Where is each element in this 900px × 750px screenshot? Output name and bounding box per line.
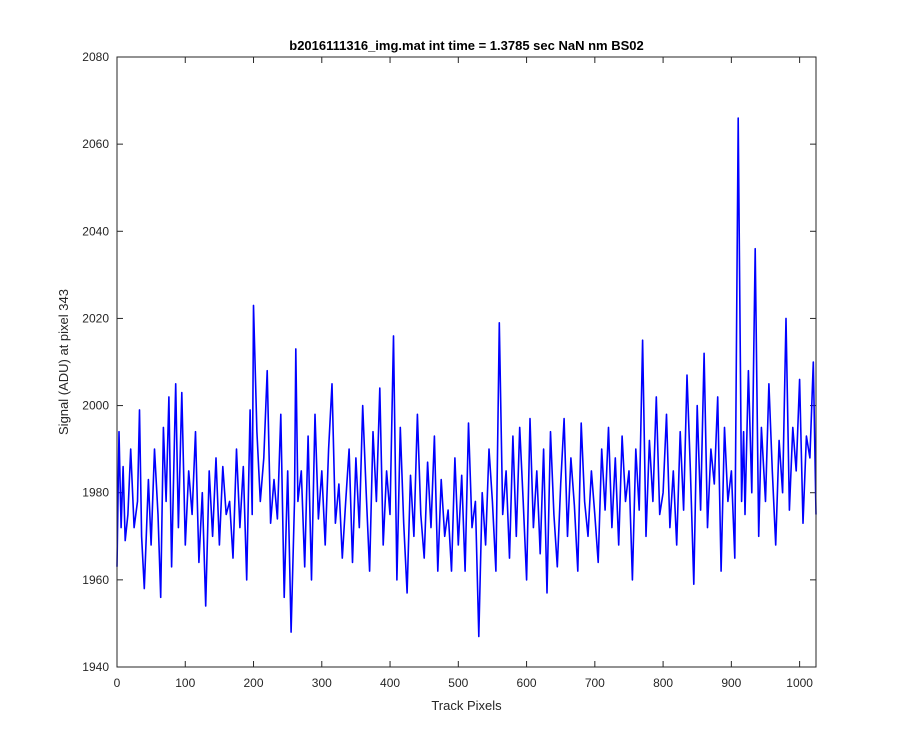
plot-frame [116,56,817,668]
y-tick-label: 1940 [82,660,109,674]
x-tick-label: 300 [312,676,332,690]
y-tick-label: 1980 [82,486,109,500]
series-layer [116,117,817,638]
x-tick-label: 100 [175,676,195,690]
y-tick-label: 2060 [82,137,109,151]
y-tick-label: 2020 [82,311,109,325]
plot-area [117,57,816,667]
chart-title: b2016111316_img.mat int time = 1.3785 se… [289,38,643,53]
x-axis-ticks: 0 100 200 300 400 500 600 700 800 900 1000 [114,57,813,690]
y-axis-label: Signal (ADU) at pixel 343 [56,289,71,435]
x-tick-label: 600 [517,676,537,690]
y-tick-label: 2000 [82,399,109,413]
x-tick-label: 0 [114,676,121,690]
series-line [116,117,817,638]
x-tick-label: 800 [653,676,673,690]
x-tick-label: 1000 [786,676,813,690]
x-tick-label: 900 [721,676,741,690]
y-tick-label: 2080 [82,50,109,64]
x-tick-label: 500 [448,676,468,690]
x-tick-label: 200 [244,676,264,690]
y-axis-ticks: 1940 1960 1980 2000 2020 2040 2060 2080 [82,50,816,674]
x-tick-label: 700 [585,676,605,690]
y-tick-label: 1960 [82,573,109,587]
x-axis-label: Track Pixels [431,698,502,713]
x-tick-label: 400 [380,676,400,690]
y-tick-label: 2040 [82,224,109,238]
